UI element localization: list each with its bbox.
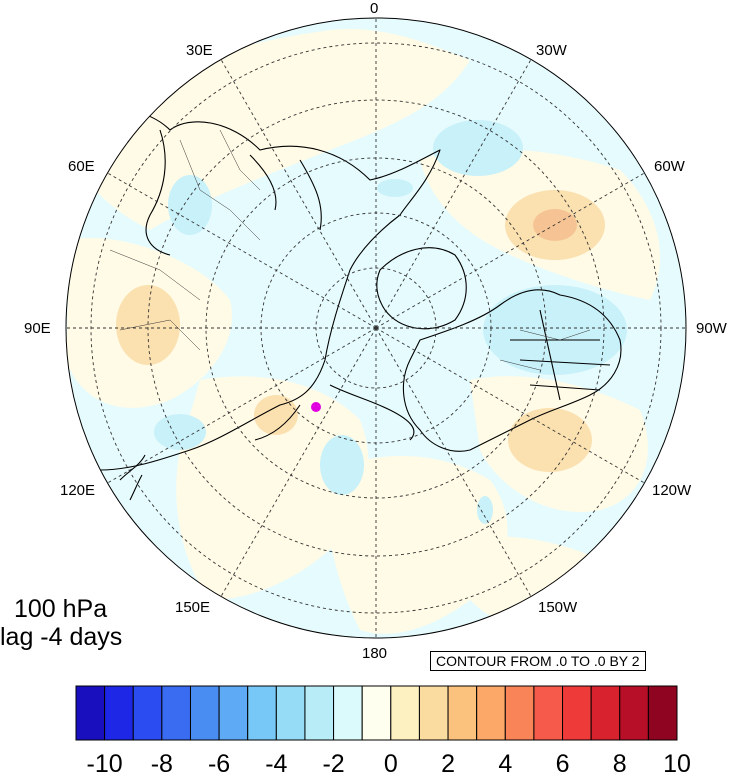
colorbar-tick-label: 0: [383, 750, 398, 778]
lon-label-150w: 150W: [538, 599, 578, 616]
colorbar-box: [304, 685, 335, 741]
colorbar-tick-label: -10: [86, 750, 123, 778]
colorbar-tick-label: -6: [207, 750, 231, 778]
colorbar-box: [647, 685, 678, 741]
colorbar-box: [562, 685, 592, 741]
colorbar-box: [504, 685, 535, 741]
colorbar-box: [390, 685, 420, 741]
colorbar: [75, 685, 678, 741]
lon-label-30w: 30W: [536, 42, 567, 59]
lon-label-120e: 120E: [60, 482, 96, 499]
colorbar-box: [275, 685, 306, 741]
colorbar-tick-label: 10: [663, 750, 691, 778]
coastlines: [66, 108, 622, 501]
lon-label-0: 0: [370, 0, 379, 17]
colorbar-tick-label: 8: [612, 750, 627, 778]
colorbar-tick-label: -2: [322, 750, 345, 778]
lon-label-150e: 150E: [175, 599, 211, 616]
colorbar-box: [161, 685, 191, 741]
colorbar-box: [533, 685, 564, 741]
colorbar-box: [418, 685, 449, 741]
lon-label-60w: 60W: [654, 158, 685, 175]
lon-label-120w: 120W: [652, 482, 692, 499]
lon-label-30e: 30E: [186, 42, 213, 59]
colorbar-tick-label: -8: [150, 750, 173, 778]
station-marker: [311, 402, 321, 412]
contour-info-box: CONTOUR FROM .0 TO .0 BY 2: [430, 651, 646, 671]
lon-label-60e: 60E: [68, 158, 95, 175]
colorbar-box: [619, 685, 649, 741]
colorbar-tick-label: -4: [265, 750, 288, 778]
colorbar-box: [247, 685, 277, 741]
colorbar-tick-label: 6: [555, 750, 570, 778]
lon-label-90e: 90E: [24, 320, 51, 337]
colorbar-box: [590, 685, 621, 741]
colorbar-box: [218, 685, 249, 741]
negative-anomaly-fields: [154, 120, 627, 524]
colorbar-box: [75, 685, 106, 741]
title-lag: lag -4 days: [0, 623, 123, 651]
colorbar-box: [333, 685, 363, 741]
colorbar-box: [132, 685, 163, 741]
lon-label-90w: 90W: [696, 320, 727, 337]
colorbar-box: [447, 685, 478, 741]
colorbar-box: [189, 685, 220, 741]
colorbar-box: [361, 685, 392, 741]
lon-label-180: 180: [362, 645, 388, 662]
map-border: [65, 17, 687, 639]
meridians: [66, 18, 686, 638]
colorbar-tick-label: 2: [441, 750, 455, 778]
colorbar-box: [476, 685, 506, 741]
political-borders: [109, 129, 591, 371]
colorbar-tick-label: 4: [498, 750, 513, 778]
colorbar-box: [104, 685, 134, 741]
title-level: 100 hPa: [14, 595, 108, 623]
